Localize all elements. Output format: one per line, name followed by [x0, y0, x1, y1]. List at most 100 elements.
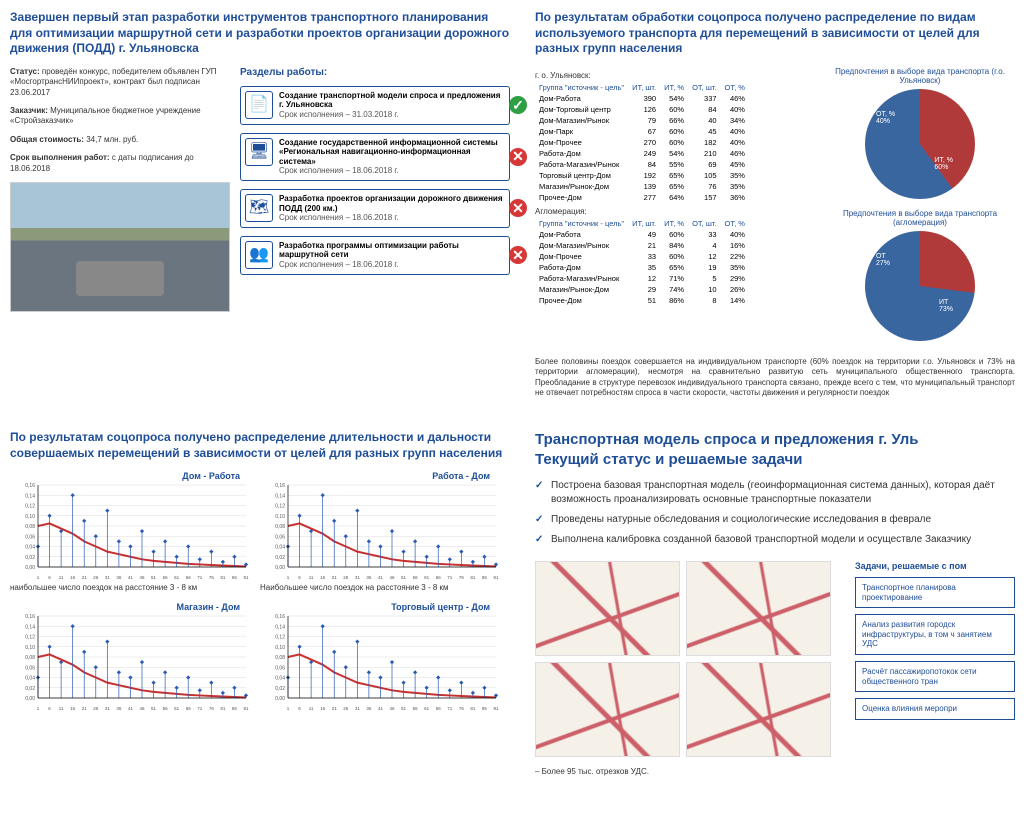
- svg-text:0,10: 0,10: [275, 645, 285, 651]
- svg-text:41: 41: [378, 575, 384, 580]
- table-row: Прочее-Дом5186%814%: [535, 295, 749, 306]
- q3-title: По результатам соцопроса получено распре…: [10, 430, 510, 461]
- svg-text:1: 1: [37, 575, 40, 580]
- chart-label: Магазин - Дом: [10, 602, 250, 612]
- table-row: Дом-Парк6760%4540%: [535, 126, 749, 137]
- table-row: Магазин/Рынок-Дом2974%1026%: [535, 284, 749, 295]
- svg-text:0,16: 0,16: [25, 614, 35, 620]
- work-item-title: Разработка проектов организации дорожног…: [279, 194, 503, 213]
- svg-text:0,10: 0,10: [275, 514, 285, 520]
- svg-text:51: 51: [401, 575, 407, 580]
- svg-text:61: 61: [424, 575, 430, 580]
- col-header: Группа "источник - цель": [535, 82, 628, 93]
- svg-text:46: 46: [139, 706, 145, 711]
- svg-text:0,06: 0,06: [275, 665, 285, 671]
- svg-text:0,16: 0,16: [275, 483, 285, 489]
- svg-text:16: 16: [320, 706, 326, 711]
- duration-line: Срок выполнения работ: с даты подписания…: [10, 153, 230, 174]
- svg-text:6: 6: [298, 575, 301, 580]
- panel-model-status: Транспортная модель спроса и предложения…: [535, 430, 1015, 810]
- svg-text:91: 91: [243, 706, 249, 711]
- table-row: Дом-Прочее27060%18240%: [535, 137, 749, 148]
- customer-line: Заказчик: Муниципальное бюджетное учрежд…: [10, 106, 230, 127]
- svg-text:1: 1: [287, 706, 290, 711]
- svg-text:0,12: 0,12: [25, 635, 35, 641]
- svg-text:26: 26: [93, 575, 99, 580]
- svg-text:0,08: 0,08: [25, 655, 35, 661]
- svg-text:0,06: 0,06: [275, 534, 285, 540]
- svg-text:0,08: 0,08: [275, 524, 285, 530]
- svg-text:26: 26: [343, 575, 349, 580]
- map-caption: – Более 95 тыс. отрезков УДС.: [535, 763, 649, 776]
- charts-grid: Дом - Работа0,000,020,040,060,080,100,12…: [10, 471, 510, 714]
- svg-text:86: 86: [482, 575, 488, 580]
- svg-text:86: 86: [232, 706, 238, 711]
- svg-text:71: 71: [197, 575, 203, 580]
- svg-text:0,00: 0,00: [25, 565, 35, 571]
- svg-text:0,00: 0,00: [275, 565, 285, 571]
- col-header: ИТ, %: [660, 218, 688, 229]
- panel-transport-share: По результатам обработки соцопроса получ…: [535, 10, 1015, 410]
- svg-text:76: 76: [209, 706, 215, 711]
- cross-icon: ✕: [509, 148, 527, 166]
- svg-text:56: 56: [163, 706, 169, 711]
- svg-text:0,08: 0,08: [275, 655, 285, 661]
- work-item: 🖥 Создание государственной информационно…: [240, 133, 510, 181]
- svg-text:0,12: 0,12: [25, 504, 35, 510]
- svg-text:51: 51: [401, 706, 407, 711]
- svg-text:0,02: 0,02: [25, 555, 35, 561]
- svg-text:0,04: 0,04: [25, 676, 35, 682]
- work-item-icon: 👥: [245, 241, 273, 269]
- table-row: Дом-Магазин/Рынок7966%4034%: [535, 115, 749, 126]
- svg-text:31: 31: [355, 575, 361, 580]
- table-row: Дом-Магазин/Рынок2184%416%: [535, 240, 749, 251]
- svg-text:0,02: 0,02: [25, 686, 35, 692]
- svg-text:21: 21: [332, 575, 338, 580]
- pie1-label: Предпочтения в выборе вида транспорта (г…: [825, 67, 1015, 85]
- panel-stage1: Завершен первый этап разработки инструме…: [10, 10, 510, 410]
- svg-text:81: 81: [470, 706, 476, 711]
- svg-text:11: 11: [59, 706, 64, 711]
- table-row: Дом-Работа39054%33746%: [535, 93, 749, 104]
- svg-text:91: 91: [493, 575, 499, 580]
- table-row: Работа-Дом3565%1935%: [535, 262, 749, 273]
- task-box: Анализ развития городск инфраструктуры, …: [855, 614, 1015, 655]
- chart-label: Работа - Дом: [260, 471, 500, 481]
- pie-chart-ulyanovsk: ОТ, % 40%ИТ, % 60%: [865, 89, 975, 199]
- check-icon: ✓: [509, 96, 527, 114]
- svg-text:76: 76: [459, 706, 465, 711]
- work-item-deadline: Срок исполнения – 18.06.2018 г.: [279, 166, 399, 175]
- svg-text:6: 6: [48, 706, 51, 711]
- pie-chart-agglomeration: ОТ 27%ИТ 73%: [865, 231, 975, 341]
- svg-text:76: 76: [459, 575, 465, 580]
- table-agglomeration: Группа "источник - цель"ИТ, шт.ИТ, %ОТ, …: [535, 218, 749, 306]
- svg-text:6: 6: [298, 706, 301, 711]
- task-box: Оценка влияния меропри: [855, 698, 1015, 720]
- svg-text:91: 91: [493, 706, 499, 711]
- cost-line: Общая стоимость: 34,7 млн. руб.: [10, 135, 230, 145]
- table-row: Работа-Дом24954%21046%: [535, 148, 749, 159]
- svg-text:0,16: 0,16: [25, 483, 35, 489]
- table-row: Дом-Прочее3360%1222%: [535, 251, 749, 262]
- work-item: 👥 Разработка программы оптимизации работ…: [240, 236, 510, 275]
- status-line: Статус: проведён конкурс, победителем об…: [10, 67, 230, 98]
- group1-header: г. о. Ульяновск:: [535, 71, 815, 80]
- svg-text:41: 41: [128, 575, 134, 580]
- svg-text:0,08: 0,08: [25, 524, 35, 530]
- distribution-chart: Дом - Работа0,000,020,040,060,080,100,12…: [10, 471, 250, 592]
- svg-text:56: 56: [413, 575, 419, 580]
- table-row: Работа-Магазин/Рынок1271%529%: [535, 273, 749, 284]
- svg-text:26: 26: [93, 706, 99, 711]
- svg-text:0,10: 0,10: [25, 645, 35, 651]
- svg-text:71: 71: [447, 706, 453, 711]
- svg-text:0,16: 0,16: [275, 614, 285, 620]
- table-row: Магазин/Рынок-Дом13965%7635%: [535, 181, 749, 192]
- work-item-title: Создание государственной информационной …: [279, 138, 498, 166]
- svg-text:36: 36: [366, 575, 372, 580]
- svg-text:46: 46: [389, 706, 395, 711]
- work-item-title: Разработка программы оптимизации работы …: [279, 241, 459, 260]
- col-header: ОТ, шт.: [688, 82, 720, 93]
- svg-text:0,04: 0,04: [275, 676, 285, 682]
- work-item: 🗺 Разработка проектов организации дорожн…: [240, 189, 510, 228]
- map-thumbnail: [686, 561, 831, 656]
